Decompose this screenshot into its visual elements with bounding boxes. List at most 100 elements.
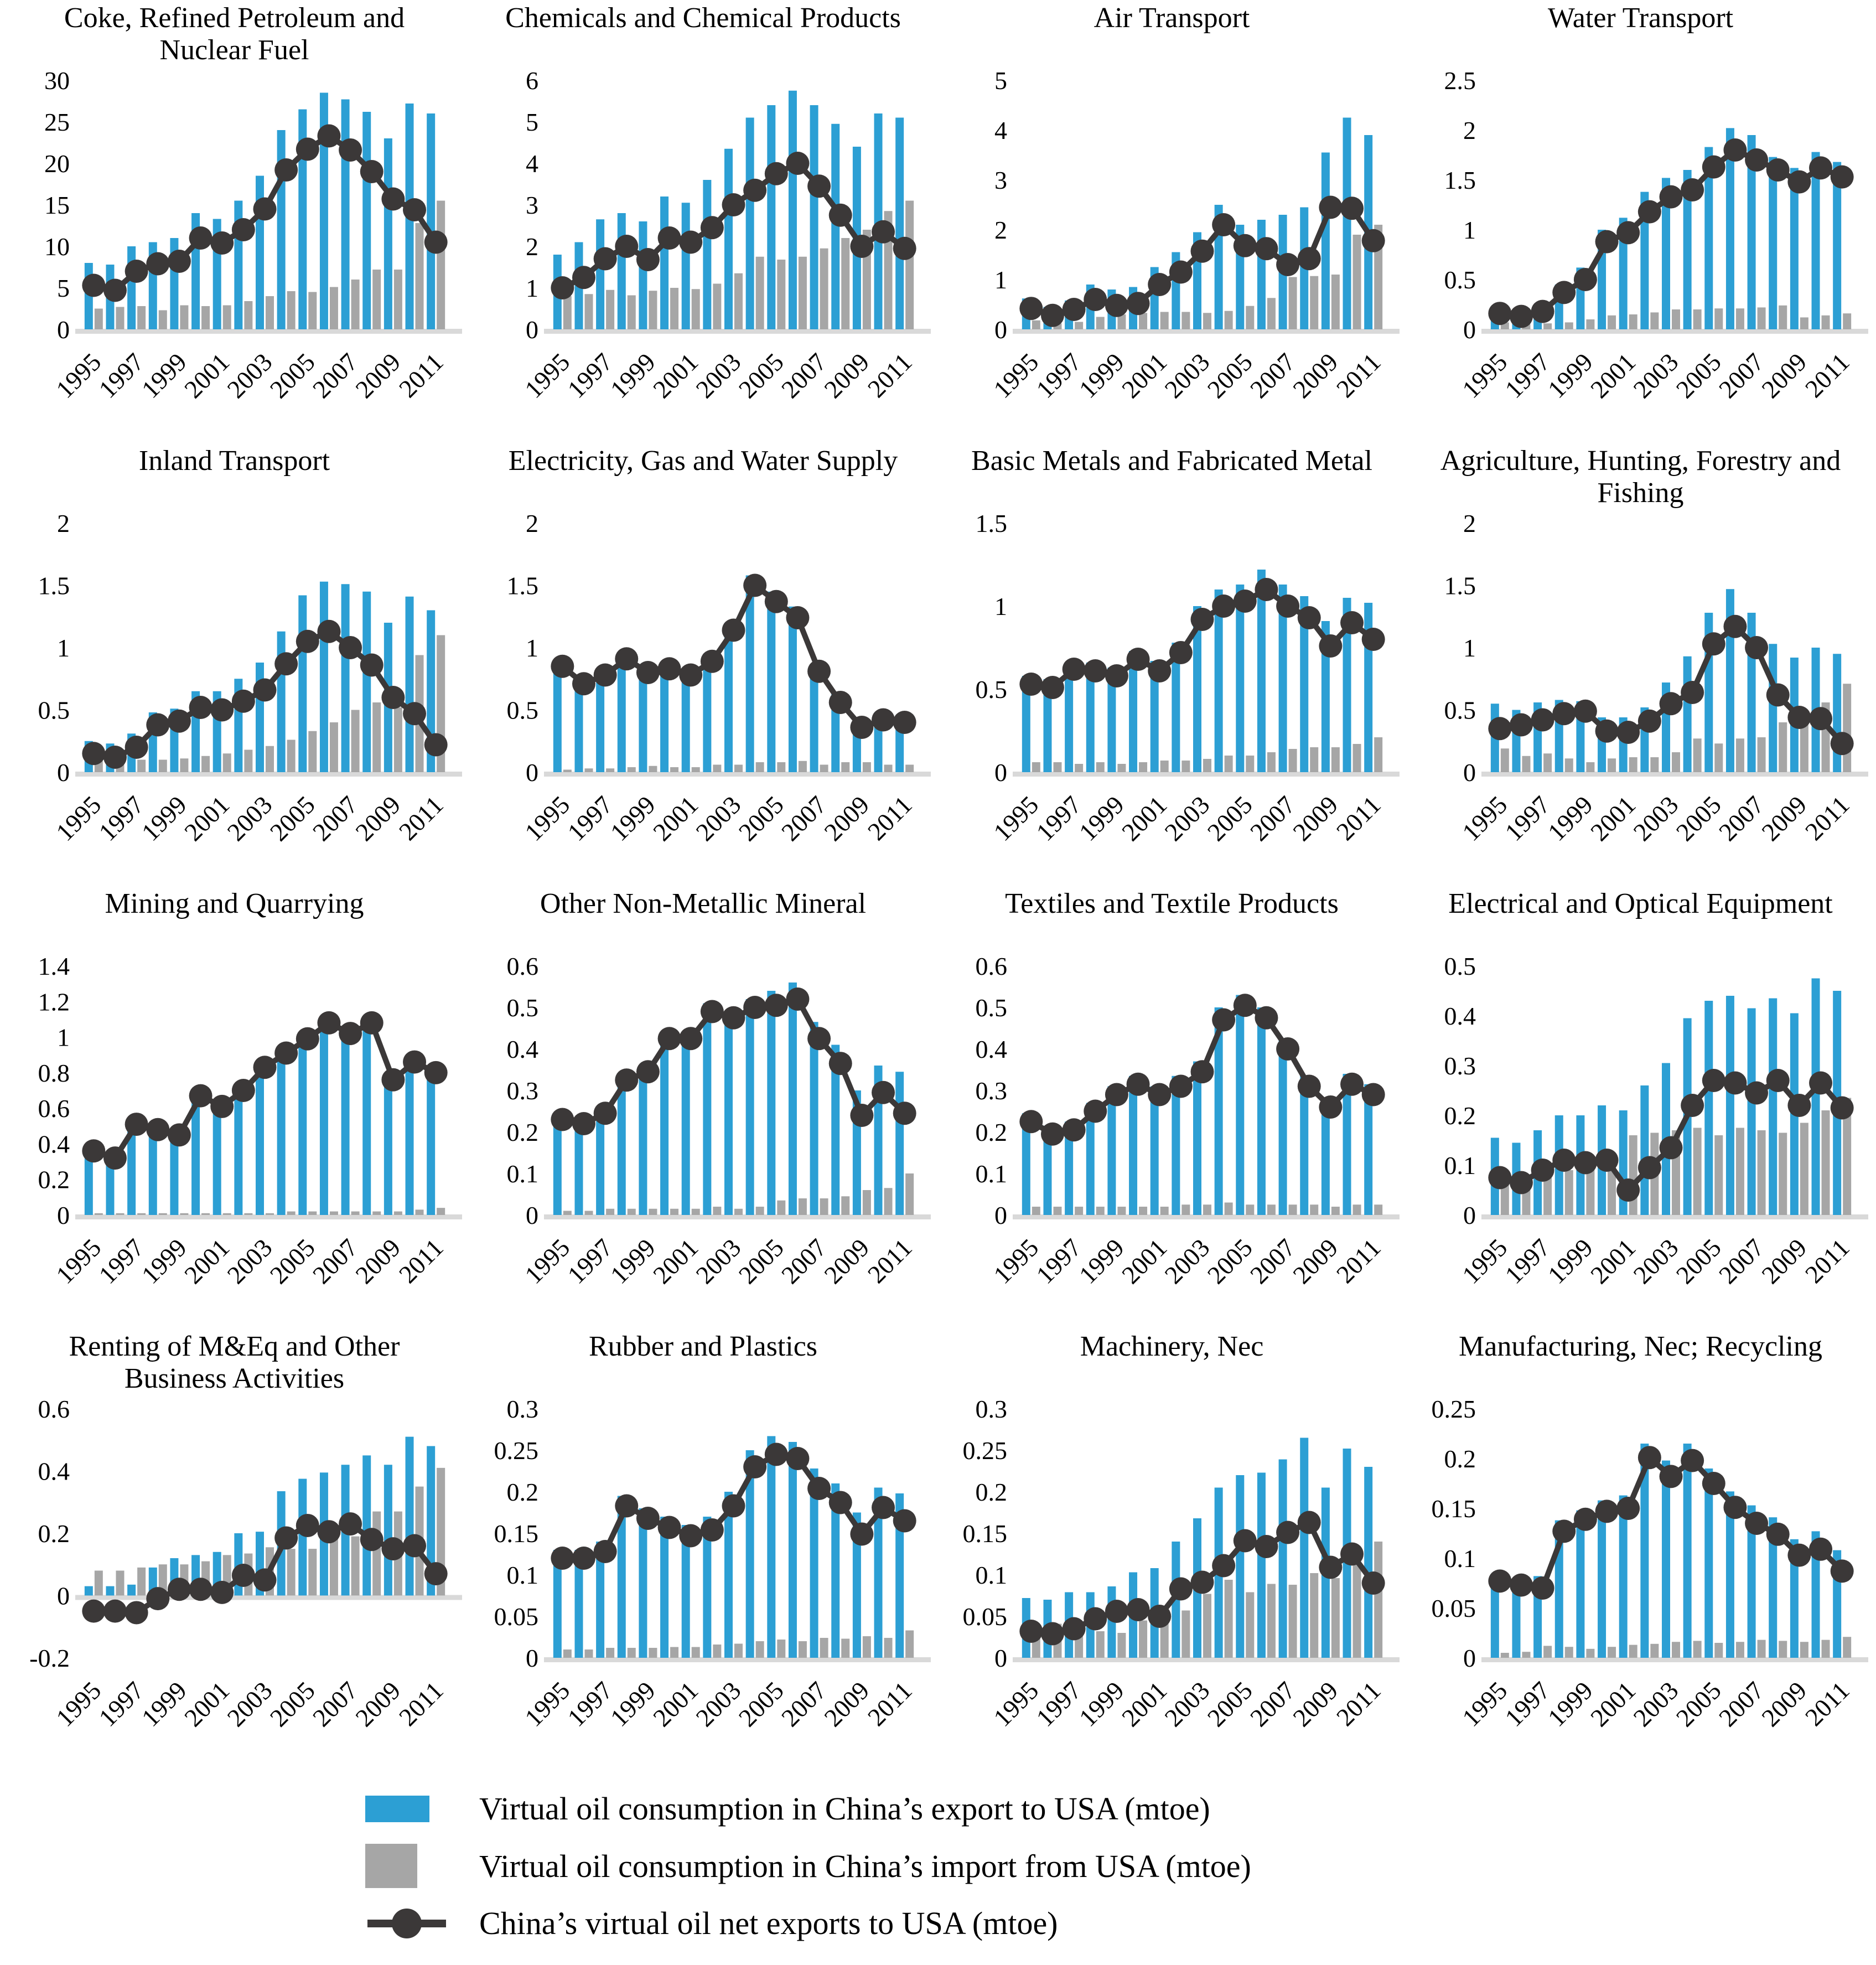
x-tick-label: 2007: [307, 790, 363, 846]
bar-import: [777, 1640, 786, 1658]
net-marker: [1062, 658, 1086, 681]
bar-import: [1800, 1642, 1808, 1658]
chart-title: Coke, Refined Petroleum and Nuclear Fuel: [64, 2, 405, 66]
net-marker: [786, 152, 810, 175]
bar-export: [1236, 1475, 1245, 1658]
net-marker: [551, 654, 574, 678]
net-marker: [1659, 1136, 1683, 1160]
bar-import: [308, 1549, 317, 1596]
net-marker: [1169, 260, 1193, 284]
bar-import: [1821, 1640, 1830, 1658]
net-marker: [743, 996, 767, 1019]
net-marker: [1126, 1072, 1150, 1096]
bar-import: [691, 289, 700, 329]
net-marker: [1830, 1096, 1854, 1120]
bar-export: [1321, 152, 1330, 329]
net-marker: [296, 1513, 319, 1537]
x-tick-label: 2011: [1800, 348, 1855, 403]
net-marker: [1637, 200, 1661, 224]
bar-export: [1065, 663, 1074, 772]
chart-plot: 00.050.10.150.20.25199519971999200120032…: [1432, 1400, 1868, 1732]
bar-import: [137, 1567, 146, 1596]
bar-import: [180, 305, 189, 329]
bar-import: [755, 1207, 764, 1215]
net-marker: [360, 160, 384, 183]
bar-export: [1619, 1495, 1628, 1658]
x-axis-line: [1013, 329, 1400, 334]
chart-title: Agriculture, Hunting, Forestry and Fishi…: [1440, 445, 1841, 509]
y-tick-label: 1: [994, 266, 1007, 294]
y-tick-label: 2.5: [1444, 72, 1476, 95]
bar-import: [798, 761, 807, 772]
bar-import: [1139, 1207, 1148, 1215]
bar-import: [713, 1207, 722, 1215]
net-marker: [1148, 273, 1172, 296]
y-tick-label: 0.1: [507, 1561, 539, 1589]
net-marker: [1488, 717, 1512, 741]
chart-agriculture-hunting-forestry-and-fishing: Agriculture, Hunting, Forestry and Fishi…: [1406, 443, 1875, 886]
bar-export: [1490, 1576, 1499, 1658]
bar-export: [1811, 978, 1820, 1215]
bar-export: [1704, 1001, 1713, 1215]
bar-import: [1821, 1110, 1830, 1215]
x-tick-label: 2009: [1287, 1233, 1343, 1289]
bar-import: [1779, 305, 1787, 329]
bar-import: [244, 301, 253, 329]
chart-title: Inland Transport: [138, 445, 330, 477]
bar-import: [670, 1647, 679, 1658]
net-marker: [167, 250, 191, 273]
net-marker: [657, 657, 681, 681]
bar-import: [393, 707, 402, 772]
bar-import: [1246, 1592, 1255, 1658]
net-marker: [1297, 1511, 1321, 1534]
net-marker: [743, 178, 767, 202]
x-tick-label: 2007: [776, 1676, 832, 1732]
bar-import: [1352, 235, 1361, 329]
net-marker: [1573, 1151, 1597, 1175]
net-marker: [1702, 1069, 1725, 1092]
y-tick-label: 1.5: [976, 515, 1008, 537]
bar-import: [287, 1211, 296, 1215]
bar-export: [681, 1525, 690, 1658]
net-marker: [253, 678, 277, 702]
bar-export: [831, 1483, 840, 1658]
bar-export: [1769, 157, 1777, 329]
bar-export: [724, 1492, 733, 1658]
net-marker: [1190, 608, 1214, 631]
x-tick-label: 2001: [647, 790, 703, 846]
y-tick-label: 0.15: [494, 1519, 539, 1548]
y-tick-label: 0.3: [976, 1077, 1008, 1105]
net-marker: [231, 218, 255, 241]
chart-rubber-and-plastics: Rubber and Plastics 0 0.05 0.1 0.15 0.2 0.25 0.…: [469, 1328, 937, 1771]
bar-export: [617, 1496, 626, 1658]
chart-title: Machinery, Nec: [1080, 1331, 1264, 1362]
x-tick-label: 2003: [1628, 1233, 1683, 1289]
net-marker: [1361, 628, 1385, 651]
net-marker: [1062, 1617, 1086, 1641]
bar-export: [1640, 192, 1649, 329]
net-marker: [593, 1102, 617, 1125]
net-marker: [146, 1587, 170, 1611]
net-marker: [1509, 713, 1533, 737]
bar-import: [1181, 1204, 1190, 1215]
bar-export: [660, 664, 669, 772]
bar-import: [670, 767, 679, 772]
bar-export: [84, 1586, 93, 1596]
net-marker: [1616, 1178, 1640, 1202]
bar-import: [1288, 749, 1297, 772]
net-marker: [615, 1494, 639, 1518]
bar-import: [734, 273, 743, 329]
chart-title: Air Transport: [1094, 2, 1250, 34]
bar-export: [660, 1032, 669, 1215]
y-tick-label: 0.4: [1444, 1002, 1476, 1030]
net-marker: [146, 713, 170, 737]
y-tick-label: 3: [994, 166, 1007, 194]
net-marker: [1319, 1555, 1343, 1579]
x-tick-label: 1995: [988, 1233, 1044, 1289]
x-tick-label: 2005: [1671, 348, 1727, 404]
x-tick-label: 2001: [1585, 348, 1641, 404]
bar-import: [180, 758, 189, 772]
y-tick-label: 4: [994, 116, 1007, 144]
x-tick-label: 2009: [350, 1233, 406, 1289]
bar-import: [820, 1198, 828, 1215]
